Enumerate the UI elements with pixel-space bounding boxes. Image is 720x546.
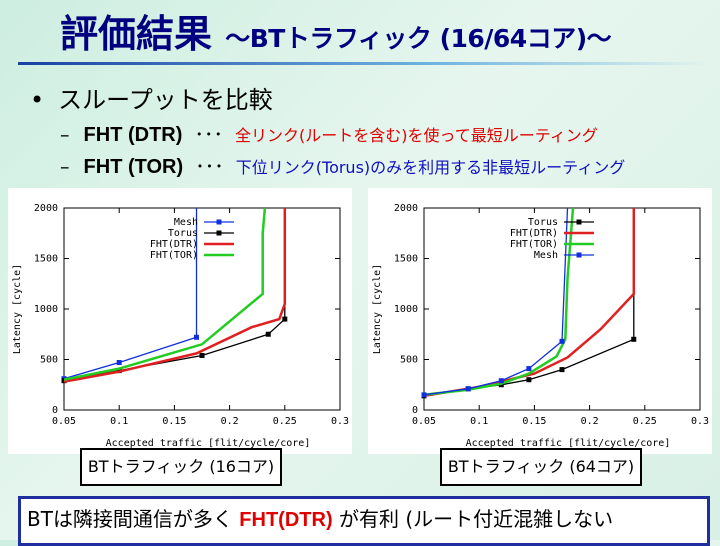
chart-64-core-svg: 0 500 1000 1500 2000 0.05 0.1 0.15 0.2 0.25 0.3 Acc… — [372, 203, 709, 449]
caption-16-core: BTトラフィック (16コア) — [80, 448, 282, 486]
x-tick-label: 0.3 — [691, 416, 709, 427]
data-point-mesh — [116, 360, 122, 366]
x-axis-label: Accepted traffic [flit/cycle/core] — [106, 438, 311, 449]
chart-16-core-svg: 0 500 1000 1500 2000 0.05 0.1 0.15 0.2 0.25 0.3 Acc… — [12, 203, 349, 449]
data-point-torus — [199, 352, 205, 358]
chart-64-core: 0 500 1000 1500 2000 0.05 0.1 0.15 0.2 0.25 0.3 Acc… — [368, 188, 712, 454]
series-line-dtr — [64, 208, 287, 383]
sub-item-dtr: – FHT (DTR) ･･･ 全リンク(ルートを含む)を使って最短ルーティング — [60, 120, 598, 147]
series-line-tor — [424, 208, 575, 397]
legend-label: Torus — [528, 217, 558, 228]
legend-label: Torus — [168, 228, 198, 239]
data-point-mesh — [498, 378, 504, 384]
data-point-torus — [559, 367, 565, 373]
y-tick-label: 1500 — [34, 254, 58, 265]
y-tick-label: 500 — [400, 355, 418, 366]
title-main: 評価結果 — [60, 11, 213, 56]
chart-16-core: 0 500 1000 1500 2000 0.05 0.1 0.15 0.2 0.25 0.3 Acc… — [8, 188, 352, 454]
bullet-text: スループットを比較 — [58, 86, 273, 114]
sub-item-dash: – — [60, 156, 70, 178]
data-point-torus — [265, 331, 271, 337]
y-tick-label: 1000 — [394, 304, 418, 315]
title-sub: ～BTトラフィック (16/64コア)～ — [225, 24, 612, 53]
series-line-tor — [64, 208, 267, 381]
y-tick-label: 1000 — [34, 304, 58, 315]
data-point-mesh — [559, 338, 565, 344]
data-point-torus — [631, 336, 637, 342]
y-tick-label: 2000 — [394, 203, 418, 214]
slide-title: 評価結果 ～BTトラフィック (16/64コア)～ — [60, 8, 612, 60]
x-tick-label: 0.2 — [581, 416, 599, 427]
bullet-dot-icon: • — [30, 86, 45, 114]
bullet-throughput: • スループットを比較 — [30, 80, 273, 115]
x-tick-label: 0.25 — [633, 416, 657, 427]
legend-label: FHT(TOR) — [150, 250, 198, 261]
data-point-mesh — [193, 334, 199, 340]
conclusion-emphasis: FHT(DTR) — [239, 509, 333, 531]
sub-item-tor: – FHT (TOR) ･･･ 下位リンク(Torus)のみを利用する非最短ルー… — [60, 152, 625, 179]
title-underline — [18, 62, 708, 65]
caption-64-core: BTトラフィック (64コア) — [440, 448, 642, 486]
y-tick-label: 2000 — [34, 203, 58, 214]
sub-item-dots: ･･･ — [195, 156, 224, 178]
legend-label: Mesh — [534, 250, 558, 261]
y-tick-label: 0 — [52, 405, 58, 416]
plot-frame — [63, 207, 341, 411]
data-point-torus — [282, 316, 288, 322]
data-point-mesh — [421, 392, 427, 398]
y-axis-label: Latency [cycle] — [372, 264, 383, 354]
sub-item-name: FHT (TOR) — [83, 156, 184, 178]
legend-marker-torus — [216, 230, 222, 236]
series-line-mesh — [64, 208, 198, 380]
data-point-mesh — [526, 366, 532, 372]
legend-marker-torus — [576, 219, 582, 225]
conclusion-pre: BTは隣接間通信が多く — [27, 507, 240, 531]
data-point-torus — [526, 377, 532, 383]
x-tick-label: 0.1 — [110, 416, 128, 427]
legend-label: FHT(TOR) — [510, 239, 558, 250]
sub-item-dots: ･･･ — [194, 124, 223, 146]
x-tick-label: 0.25 — [273, 416, 297, 427]
series-line-mesh — [424, 208, 569, 396]
x-tick-label: 0.15 — [162, 416, 186, 427]
sub-item-dash: – — [60, 124, 70, 146]
legend-label: Mesh — [174, 217, 198, 228]
conclusion-post: が有利 (ルート付近混雑しない — [332, 507, 614, 531]
y-tick-label: 1500 — [394, 254, 418, 265]
legend-marker-mesh — [216, 219, 222, 225]
x-tick-label: 0.3 — [331, 416, 349, 427]
y-tick-label: 0 — [412, 405, 418, 416]
x-tick-label: 0.05 — [412, 416, 436, 427]
data-point-mesh — [465, 386, 471, 392]
x-axis-label: Accepted traffic [flit/cycle/core] — [466, 438, 671, 449]
x-tick-label: 0.05 — [52, 416, 76, 427]
x-tick-label: 0.2 — [221, 416, 239, 427]
legend-label: FHT(DTR) — [510, 228, 558, 239]
sub-item-name: FHT (DTR) — [83, 124, 183, 146]
y-axis-label: Latency [cycle] — [12, 264, 23, 354]
sub-item-desc: 下位リンク(Torus)のみを利用する非最短ルーティング — [235, 158, 626, 177]
legend-marker-mesh — [576, 252, 582, 258]
legend-label: FHT(DTR) — [150, 239, 198, 250]
x-tick-label: 0.1 — [470, 416, 488, 427]
conclusion-box: BTは隣接間通信が多く FHT(DTR) が有利 (ルート付近混雑しない — [18, 496, 710, 546]
sub-item-desc: 全リンク(ルートを含む)を使って最短ルーティング — [235, 126, 598, 145]
plot-frame — [423, 207, 701, 411]
y-tick-label: 500 — [40, 355, 58, 366]
x-tick-label: 0.15 — [522, 416, 546, 427]
